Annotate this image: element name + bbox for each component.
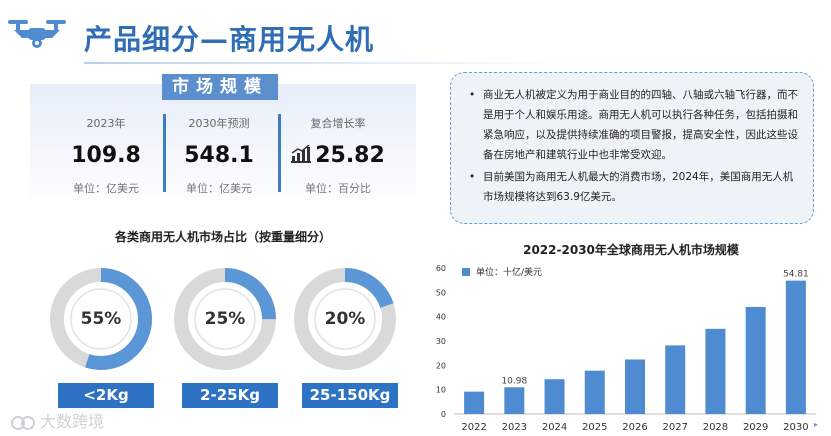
donut-category-label: 25-150Kg [302, 383, 398, 408]
bar-2022 [464, 391, 485, 414]
x-tick-label: 2023 [502, 422, 527, 433]
donut-slice-25-150Kg [294, 268, 396, 370]
stat-label: 2023年 [86, 117, 126, 130]
bar-chart-title: 2022-2030年全球商用无人机市场规模 [523, 243, 739, 257]
donut-percent-label: 25% [204, 309, 246, 329]
description-bullet: 商业无人机被定义为用于商业目的的四轴、八轴或六轴飞行器，而不是用于个人和娱乐用途… [469, 85, 799, 165]
stat-divider [278, 114, 281, 192]
watermark-text: 大数跨境 [40, 412, 105, 431]
bar-2027 [665, 345, 686, 414]
y-tick-label: 30 [436, 337, 446, 346]
watermark-logo-icon [11, 415, 35, 430]
donut-center [194, 288, 256, 350]
data-label: 10.98 [501, 376, 527, 386]
donut-center [70, 288, 132, 350]
bar-2029 [745, 306, 766, 414]
y-tick-label: 40 [436, 313, 446, 322]
donut-slice-2-25Kg [174, 268, 276, 370]
x-tick-label: 2025 [582, 422, 607, 433]
legend-swatch [462, 268, 470, 276]
bar-2023 [504, 387, 525, 414]
legend-label: 单位：十亿/美元 [476, 266, 542, 278]
donut-chart-2: 25% [171, 265, 279, 373]
bar-2024 [544, 379, 565, 414]
stat-value: 109.8 [71, 143, 141, 168]
x-tick-label: 2030 [783, 422, 808, 433]
y-tick-label: 10 [436, 386, 446, 395]
donut-chart-1: 55% [47, 265, 155, 373]
stat-cagr: 复合增长率 25.82 单位：百分比 [282, 115, 394, 196]
stat-value: 548.1 [184, 143, 254, 168]
donut-chart-3: 20% [291, 265, 399, 373]
title-underline [84, 62, 564, 64]
x-tick-label: 2028 [703, 422, 728, 433]
donut-category-label: 2-25Kg [182, 383, 278, 408]
stat-2030: 2030年预测 548.1 单位：亿美元 [163, 115, 275, 196]
bar-2030 [785, 280, 806, 414]
market-size-panel [30, 84, 416, 210]
donut-percent-label: 20% [324, 309, 366, 329]
stat-label: 复合增长率 [310, 117, 366, 130]
donut-percent-label: 55% [80, 309, 122, 329]
y-tick-label: 0 [441, 410, 446, 419]
drone-icon [8, 20, 66, 48]
bar-2028 [705, 328, 726, 414]
stat-2023: 2023年 109.8 单位：亿美元 [50, 115, 162, 196]
description-box: 商业无人机被定义为用于商业目的的四轴、八轴或六轴飞行器，而不是用于个人和娱乐用途… [450, 72, 814, 224]
data-label: 54.81 [783, 270, 809, 280]
stat-unit: 单位：亿美元 [186, 182, 252, 195]
y-tick-label: 50 [436, 288, 446, 297]
bar-2026 [625, 359, 645, 414]
x-tick-label: 2026 [622, 422, 647, 433]
y-tick-label: 60 [436, 264, 446, 273]
watermark: 大数跨境 [10, 408, 104, 432]
page-title: 产品细分—商用无人机 [84, 23, 375, 56]
y-tick-label: 20 [436, 361, 446, 370]
stat-divider [163, 114, 166, 192]
stat-value-text: 25.82 [315, 143, 385, 168]
donut-section-title: 各类商用无人机市场占比（按重量细分） [114, 230, 331, 244]
donut-category-label: <2Kg [58, 383, 154, 408]
bar-2025 [584, 370, 605, 414]
x-tick-label: 2027 [662, 422, 687, 433]
stat-unit: 单位：百分比 [305, 182, 371, 195]
market-size-tag: 市场规模 [162, 74, 278, 100]
donut-slice-<2Kg [50, 268, 152, 370]
description-bullet: 目前美国为商用无人机最大的消费市场，2024年，美国商用无人机市场规模将达到63… [469, 167, 799, 207]
stat-value: 25.82 [282, 143, 394, 168]
stat-unit: 单位：亿美元 [73, 182, 139, 195]
corner-mark: ▸ [814, 420, 819, 429]
growth-chart-icon [291, 144, 312, 163]
x-tick-label: 2029 [743, 422, 768, 433]
x-tick-label: 2024 [542, 422, 567, 433]
donut-center [314, 288, 376, 350]
x-tick-label: 2022 [461, 422, 486, 433]
stat-label: 2030年预测 [188, 117, 250, 130]
